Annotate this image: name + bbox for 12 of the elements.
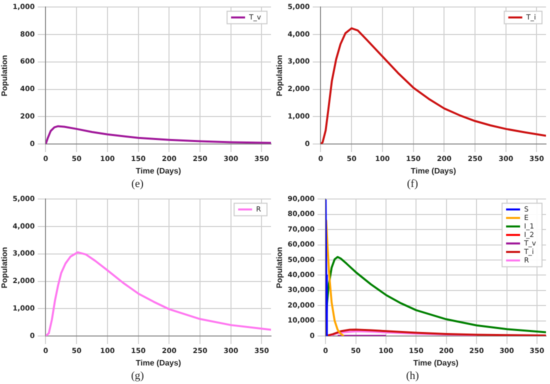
x-axis-title: Time (Days) xyxy=(410,166,456,176)
text: (f) xyxy=(406,178,419,190)
y-axis-title: Population xyxy=(275,246,284,288)
x-axis-title: Time (Days) xyxy=(413,358,459,368)
text: (e) xyxy=(130,178,145,190)
y-axis-title: Population xyxy=(0,54,10,96)
y-axis-title: Population xyxy=(275,54,284,96)
x-axis-title: Time (Days) xyxy=(136,358,182,368)
text: (h) xyxy=(405,370,420,382)
y-axis-title: Population xyxy=(0,246,10,288)
text: (g) xyxy=(130,370,145,382)
x-axis-title: Time (Days) xyxy=(136,166,182,176)
